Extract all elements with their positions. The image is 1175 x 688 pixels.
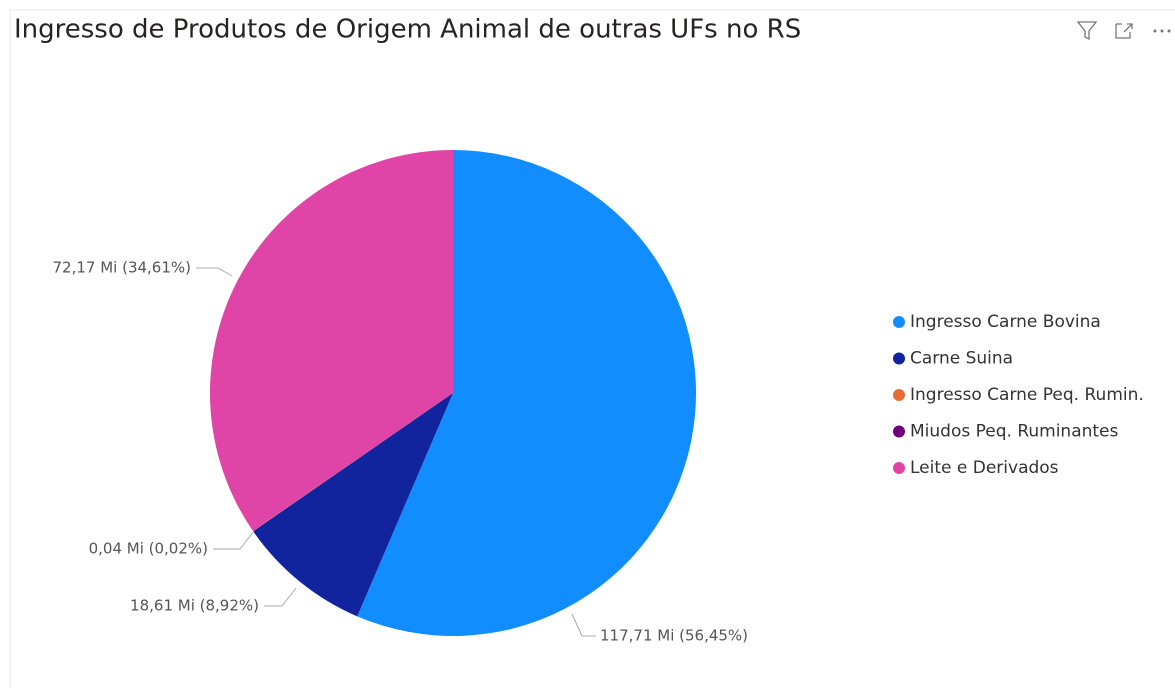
data-label: 117,71 Mi (56,45%)	[600, 627, 748, 645]
header-icons[interactable]	[1076, 21, 1171, 41]
filter-icon[interactable]	[1076, 21, 1098, 41]
legend-label: Miudos Peq. Ruminantes	[910, 422, 1119, 442]
pie-slice	[253, 393, 453, 617]
leader-line	[264, 587, 297, 607]
legend-marker	[893, 425, 905, 438]
data-label: 18,61 Mi (8,92%)	[130, 597, 259, 615]
legend-marker	[893, 389, 905, 401]
more-icon[interactable]	[1153, 29, 1171, 33]
pie-slice	[210, 150, 453, 531]
chart-title: Ingresso de Produtos de Origem Animal de…	[14, 15, 801, 45]
legend-label: Ingresso Carne Peq. Rumin.	[910, 385, 1144, 405]
legend-label: Ingresso Carne Bovina	[910, 312, 1101, 332]
legend-marker	[893, 352, 905, 365]
leader-line	[213, 530, 255, 550]
legend-label: Leite e Derivados	[910, 458, 1059, 478]
pie-slice	[252, 393, 453, 532]
data-label: 72,17 Mi (34,61%)	[53, 259, 192, 277]
focus-icon[interactable]	[1115, 23, 1133, 39]
legend-marker	[893, 316, 905, 328]
legend-marker	[893, 462, 905, 474]
leader-line	[196, 267, 233, 277]
legend-label: Carne Suina	[910, 349, 1013, 369]
data-label: 0,04 Mi (0,02%)	[89, 540, 208, 558]
pie-slice	[357, 150, 696, 636]
leader-line	[571, 613, 596, 637]
